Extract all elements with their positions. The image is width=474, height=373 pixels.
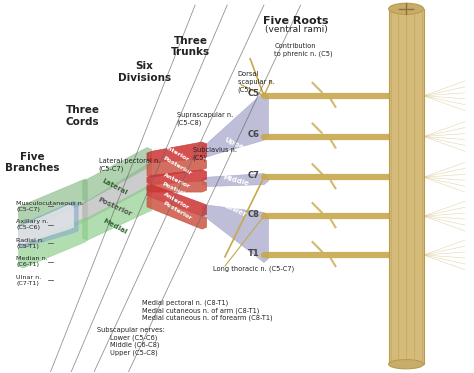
Text: T1: T1 — [247, 249, 259, 258]
Polygon shape — [147, 181, 207, 192]
Text: Three
Trunks: Three Trunks — [171, 36, 210, 57]
Text: Suprascapular n.
(C5-C8): Suprascapular n. (C5-C8) — [177, 112, 233, 126]
Text: (ventral rami): (ventral rami) — [264, 25, 328, 34]
Text: Medial cutaneous n. of arm (C8-T1): Medial cutaneous n. of arm (C8-T1) — [142, 307, 260, 314]
Text: C5: C5 — [247, 90, 259, 98]
Text: Lateral pectoral n.
(C5-C7): Lateral pectoral n. (C5-C7) — [99, 159, 160, 172]
Text: Posterior: Posterior — [162, 200, 192, 221]
Text: Lower (C5-C6): Lower (C5-C6) — [110, 334, 158, 341]
Text: Middle (C6-C8): Middle (C6-C8) — [110, 342, 160, 348]
Polygon shape — [83, 186, 152, 240]
Text: Radial n.
(C5-T1): Radial n. (C5-T1) — [16, 238, 44, 249]
Polygon shape — [147, 196, 207, 229]
Polygon shape — [202, 173, 268, 186]
Text: Anterior: Anterior — [163, 191, 191, 210]
Text: Musculocutaneous n.
(C5-C7): Musculocutaneous n. (C5-C7) — [16, 201, 84, 212]
Text: Upper (C5-C8): Upper (C5-C8) — [110, 349, 158, 355]
Polygon shape — [18, 201, 87, 248]
Text: Median n.
(C6-T1): Median n. (C6-T1) — [16, 256, 48, 267]
Text: Anterior: Anterior — [163, 144, 191, 163]
Text: Long thoracic n. (C5-C7): Long thoracic n. (C5-C7) — [213, 266, 295, 272]
Text: Medial: Medial — [102, 217, 128, 235]
Polygon shape — [202, 92, 268, 157]
Text: Five Roots: Five Roots — [263, 16, 329, 26]
Text: C7: C7 — [247, 171, 259, 180]
Text: Posterior: Posterior — [162, 155, 192, 176]
Polygon shape — [202, 205, 268, 262]
Text: Lateral: Lateral — [101, 178, 128, 197]
Text: Anterior: Anterior — [163, 172, 191, 189]
Text: Six
Divisions: Six Divisions — [118, 61, 171, 82]
Polygon shape — [18, 218, 87, 268]
Text: C6: C6 — [247, 130, 259, 139]
Text: Five
Branches: Five Branches — [5, 152, 60, 173]
Text: C8: C8 — [247, 210, 259, 219]
Polygon shape — [147, 185, 207, 216]
Text: Medial cutaneous n. of forearm (C8-T1): Medial cutaneous n. of forearm (C8-T1) — [142, 315, 273, 321]
Polygon shape — [18, 205, 73, 244]
Text: Axillary n.
(C5-C6): Axillary n. (C5-C6) — [16, 219, 48, 230]
Text: Middle: Middle — [222, 175, 249, 187]
Text: Contribution
to phrenic n. (C5): Contribution to phrenic n. (C5) — [274, 43, 333, 57]
Polygon shape — [83, 148, 152, 201]
Text: Posterior: Posterior — [161, 181, 192, 199]
Polygon shape — [147, 170, 207, 185]
Polygon shape — [147, 159, 207, 177]
Text: Dorsal
scapular n.
(C5): Dorsal scapular n. (C5) — [238, 71, 274, 93]
Polygon shape — [18, 179, 87, 229]
Ellipse shape — [389, 360, 424, 369]
Text: Upper: Upper — [223, 136, 248, 152]
Text: Medial pectoral n. (C8-T1): Medial pectoral n. (C8-T1) — [142, 300, 228, 306]
Text: Posterior: Posterior — [97, 197, 133, 217]
Polygon shape — [83, 164, 152, 220]
Text: Subclavius n.
(C5): Subclavius n. (C5) — [193, 147, 237, 161]
Text: Subscapular nerves:: Subscapular nerves: — [97, 327, 164, 333]
Text: Three
Cords: Three Cords — [66, 105, 100, 127]
Bar — [389, 9, 424, 364]
Polygon shape — [147, 142, 207, 162]
Polygon shape — [18, 201, 78, 248]
Ellipse shape — [389, 3, 424, 14]
Text: Lower: Lower — [223, 203, 247, 218]
Text: Ulnar n.
(C7-T1): Ulnar n. (C7-T1) — [16, 275, 42, 286]
